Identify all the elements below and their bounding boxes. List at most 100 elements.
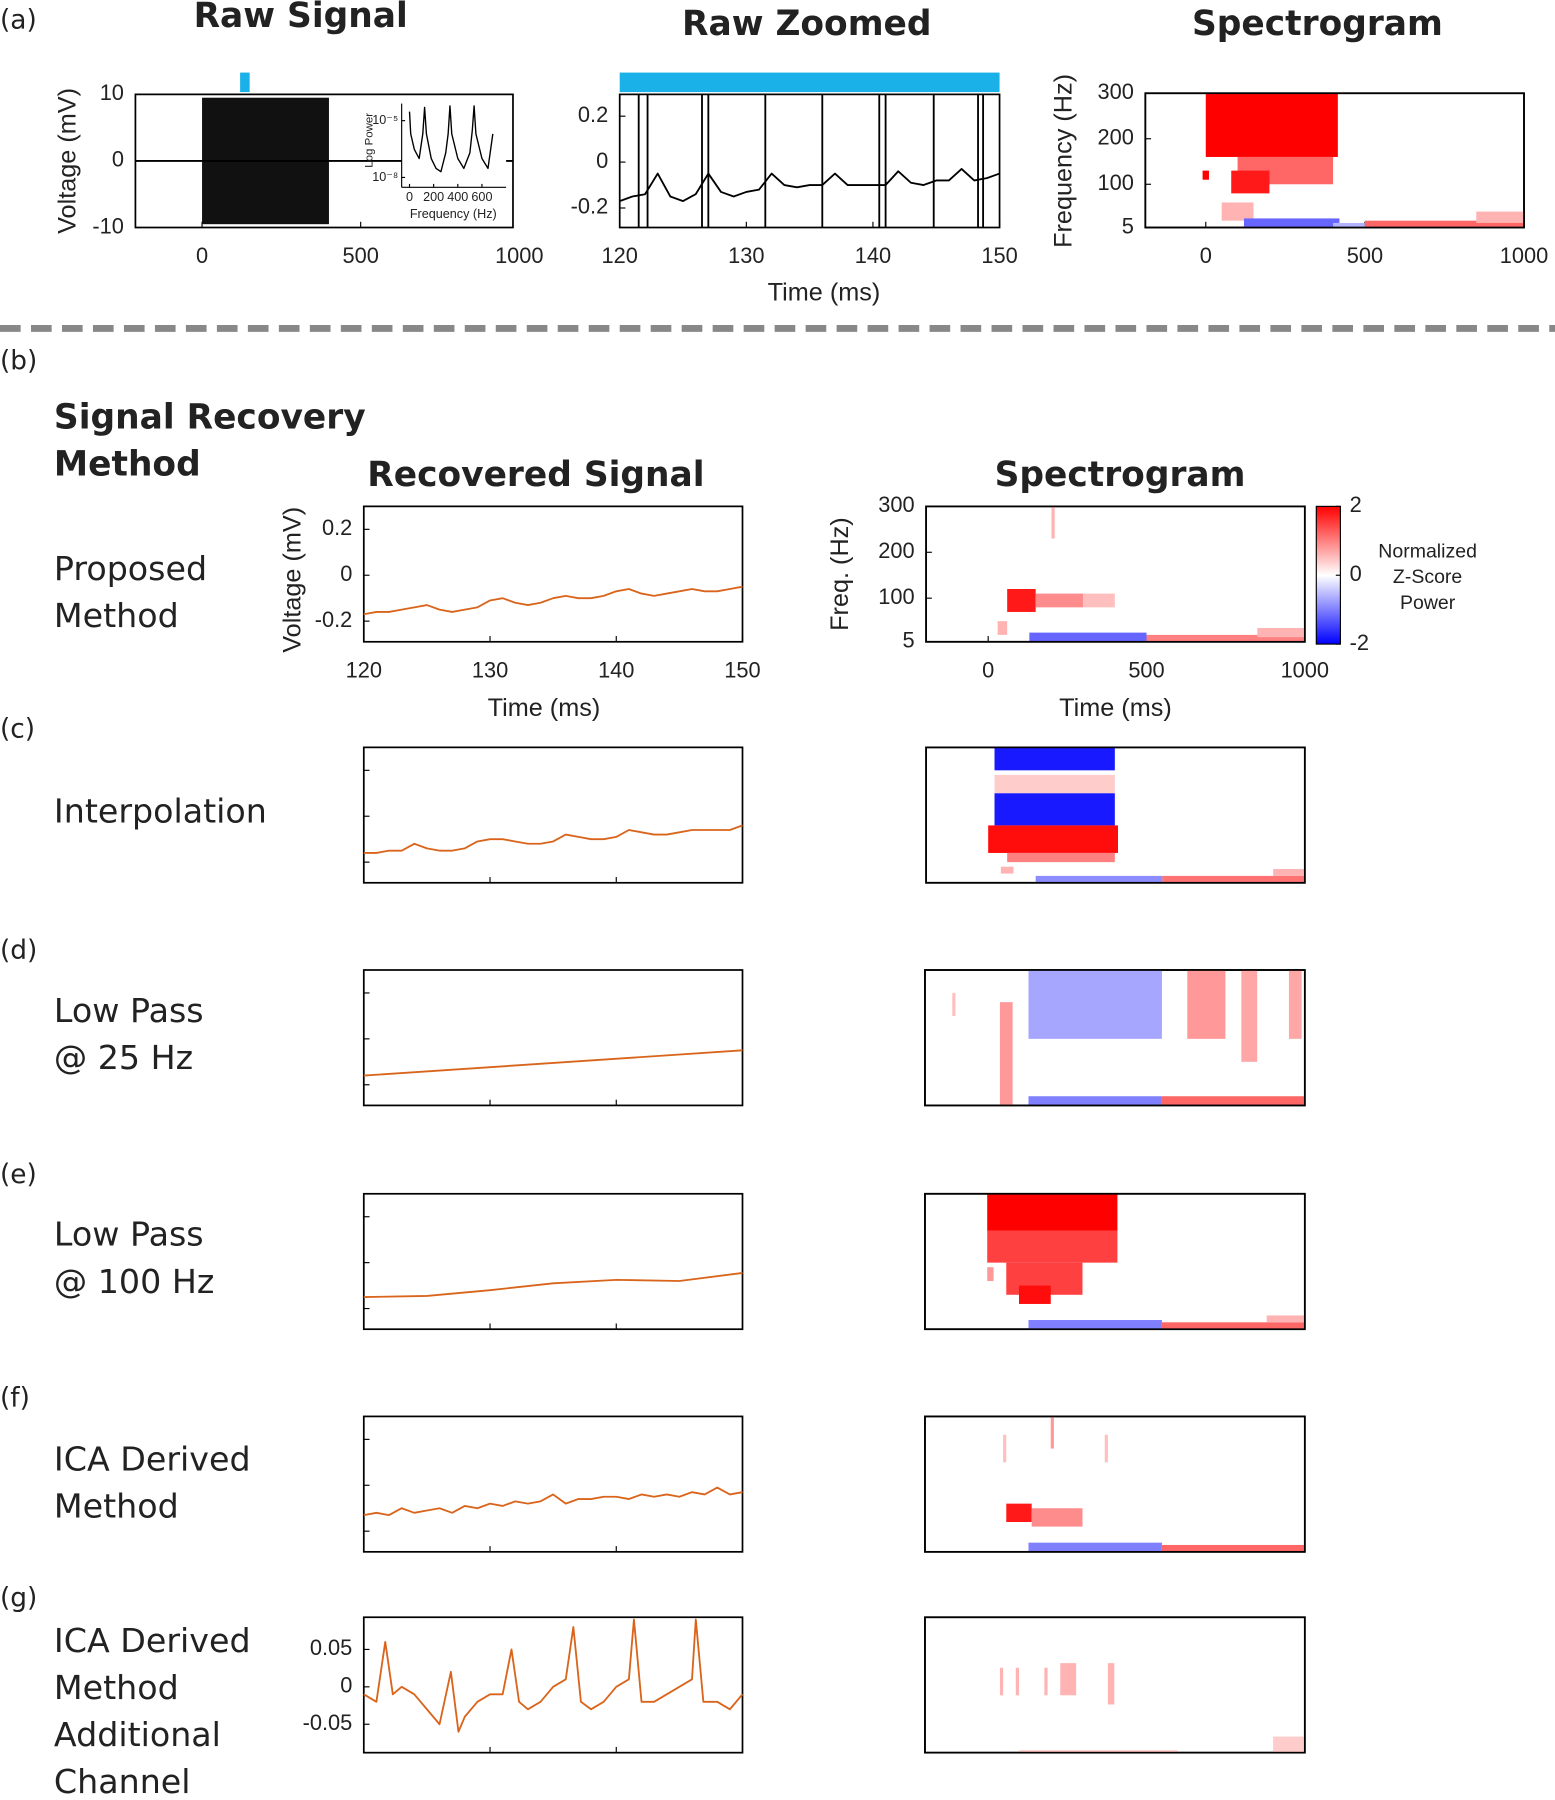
x-tick-label: 0 [406, 190, 413, 204]
y-axis-label: Freq. (Hz) [826, 517, 854, 631]
y-axis-label: Voltage (mV) [54, 88, 82, 234]
chart: 0 500 1000 5 100 200 300 -2 0 2 Normalized Z-Score P… [826, 455, 1477, 722]
x-tick-label: 500 [342, 243, 378, 268]
chart [362, 1192, 744, 1331]
y-tick-label: 300 [1097, 79, 1133, 104]
spectrogram-cell [1006, 1503, 1032, 1522]
signal-line [363, 1272, 743, 1298]
method-label: Additional [54, 1715, 221, 1754]
spectrogram-cell [1028, 970, 1162, 1039]
spectrogram-cell [1051, 506, 1055, 539]
spectrogram-cell [999, 1002, 1013, 1106]
y-axis-label: Voltage (mV) [278, 507, 306, 653]
plot-area [925, 746, 1306, 884]
spectrogram-cell [987, 1267, 994, 1282]
section-title: Signal Recovery [54, 398, 366, 438]
x-tick-label: 140 [855, 243, 891, 268]
x-tick-label: 1000 [495, 243, 543, 268]
spectrogram-cell [1018, 1285, 1051, 1304]
x-tick-label: 600 [471, 190, 492, 204]
panel-label: (c) [0, 715, 35, 745]
colorbar-tick-label: 0 [1350, 561, 1362, 586]
plot-area [925, 505, 1306, 643]
signal-line [363, 1618, 744, 1733]
spectrogram-cell [1035, 875, 1163, 883]
panel-label: (b) [0, 346, 37, 376]
x-tick-label: 130 [728, 243, 764, 268]
y-tick-label: 0.05 [310, 1635, 352, 1660]
y-tick-label: -0.2 [315, 607, 353, 632]
chart: -0.05 0 0.05 [303, 1616, 744, 1754]
y-tick-label: 10⁻⁵ [372, 113, 398, 127]
colorbar-tick-label: -2 [1350, 630, 1369, 655]
chart-title: Spectrogram [995, 455, 1246, 495]
spectrogram-cell [1333, 222, 1365, 228]
y-tick-label: 0 [112, 147, 124, 172]
zoom-window [240, 72, 250, 93]
plot-area [362, 746, 744, 884]
y-tick-label: 0 [596, 148, 608, 173]
spectrogram-cell [987, 1230, 1118, 1263]
spectrogram-cell [1031, 1508, 1083, 1527]
x-tick-label: 140 [598, 657, 634, 682]
y-tick-label: 100 [1097, 170, 1133, 195]
spectrogram-cell [1146, 634, 1305, 642]
spectrogram-cell [1231, 170, 1270, 194]
plot-area [924, 1616, 1306, 1754]
y-tick-label: -10 [92, 213, 124, 238]
signal-line [619, 168, 1000, 203]
chart: 120 130 140 150 -0.2 0 0.2 Recovered Signal Time… [278, 455, 760, 722]
chart: 0 500 1000 -10 0 10 Raw Signal Voltage (mV) [54, 0, 544, 268]
plot-area [401, 103, 507, 188]
zoom-window [619, 72, 1000, 93]
panel-label: (e) [0, 1160, 37, 1190]
signal-line [363, 1049, 743, 1077]
y-tick-label: 200 [1097, 125, 1133, 150]
spectrogram-cell [1044, 1667, 1048, 1696]
y-tick-label: 0.2 [322, 515, 352, 540]
method-label: Channel [54, 1762, 191, 1800]
chart-title: Spectrogram [1192, 4, 1443, 44]
spectrogram-cell [1161, 1322, 1305, 1330]
spectrogram-cell [994, 747, 1115, 771]
x-tick-label: 120 [346, 657, 382, 682]
y-tick-label: 10 [100, 80, 124, 105]
panel-label: (a) [0, 5, 37, 35]
chart: 120 130 140 150 -0.2 0 0.2 Raw Zoomed Time (ms) [571, 4, 1018, 307]
y-axis-label: Log Power [364, 113, 376, 168]
x-axis-label: Time (ms) [1059, 694, 1172, 722]
spectrogram-cell [1028, 1320, 1162, 1330]
plot-frame [924, 1192, 1306, 1331]
spectrogram-cell [1221, 202, 1254, 221]
spectrogram-cell [994, 793, 1115, 826]
x-tick-label: 130 [472, 657, 508, 682]
method-label: Method [54, 1487, 179, 1526]
panel-label: (f) [0, 1384, 30, 1414]
y-tick-label: 100 [878, 584, 914, 609]
x-tick-label: 120 [602, 243, 638, 268]
spectrogram-cell [1257, 628, 1305, 638]
spectrogram-cell [1273, 869, 1305, 876]
spectrogram-cell [1003, 1434, 1007, 1463]
chart [924, 1192, 1306, 1331]
y-tick-label: 5 [903, 628, 915, 653]
y-tick-label: 0 [340, 1673, 352, 1698]
spectrogram-cell [1476, 211, 1525, 223]
spectrogram-cell [1241, 970, 1258, 1062]
method-label: ICA Derived [54, 1621, 251, 1660]
x-axis-label: Time (ms) [768, 279, 881, 307]
x-tick-label: 150 [981, 243, 1017, 268]
plot-frame [924, 1415, 1306, 1553]
spectrogram-cell [1007, 852, 1115, 863]
spectrogram-cell [1161, 1544, 1305, 1552]
method-label: ICA Derived [54, 1440, 251, 1479]
colorbar-label: Z-Score [1393, 566, 1462, 588]
signal-line [363, 824, 743, 854]
y-tick-label: 200 [878, 538, 914, 563]
spectrogram-cell [1018, 1750, 1178, 1753]
chart [924, 969, 1306, 1107]
y-tick-label: 5 [1122, 213, 1134, 238]
spectrogram-cell [1007, 589, 1036, 612]
method-label: Interpolation [54, 791, 267, 830]
